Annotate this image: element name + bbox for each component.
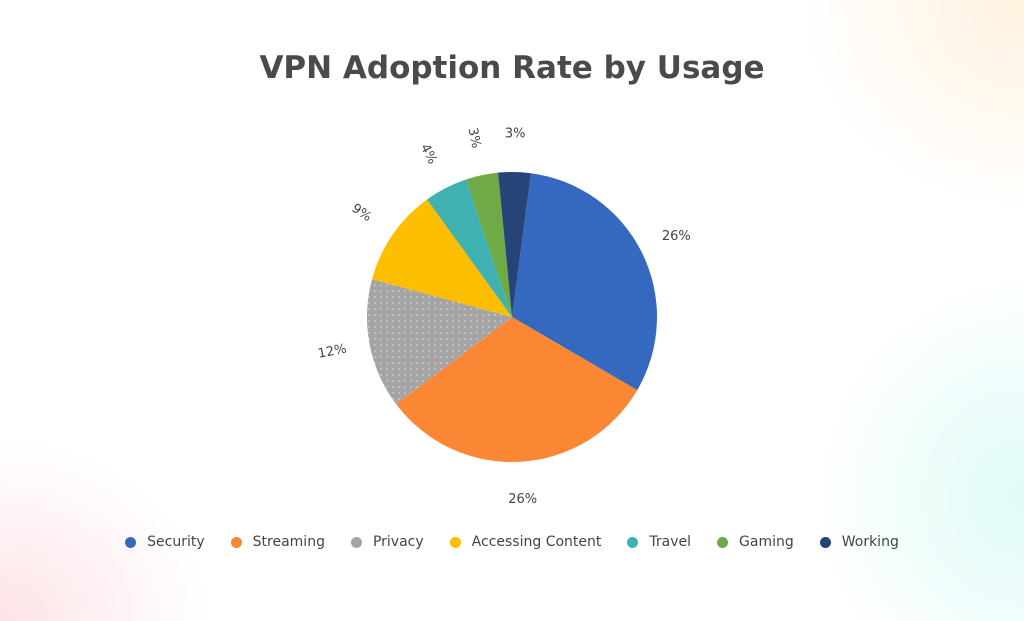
pie-slice-travel	[427, 179, 512, 317]
legend-marker	[717, 536, 729, 548]
legend-label: Travel	[649, 534, 692, 550]
legend-item: Working	[819, 534, 899, 550]
legend-item: Privacy	[350, 534, 424, 550]
data-label: 12%	[317, 342, 348, 362]
legend-item: Security	[125, 534, 205, 550]
legend-label: Working	[841, 534, 899, 550]
legend-item: Accessing Content	[449, 534, 602, 550]
legend-label: Gaming	[739, 534, 794, 550]
pie-slice-privacy	[367, 279, 512, 405]
data-label: 26%	[508, 492, 537, 507]
legend-label: Accessing Content	[471, 534, 602, 550]
pie-slice-streaming	[396, 317, 638, 462]
legend-label: Streaming	[252, 534, 325, 550]
pie-slice-accessing-content	[372, 199, 512, 317]
legend-marker	[819, 536, 831, 548]
pie-slice-security	[512, 173, 657, 391]
legend-marker	[449, 536, 461, 548]
legend-label: Privacy	[372, 534, 424, 550]
legend-marker	[230, 536, 242, 548]
legend: Security Streaming Privacy Accessing Conten…	[0, 534, 1024, 550]
pie-slice-working	[498, 172, 531, 317]
legend-marker	[125, 536, 137, 548]
legend-item: Streaming	[230, 534, 325, 550]
legend-marker	[627, 536, 639, 548]
data-label: 3%	[505, 127, 526, 142]
data-label: 3%	[464, 126, 483, 149]
pie-slice-gaming	[465, 172, 512, 317]
data-label: 26%	[662, 229, 691, 244]
data-label: 9%	[349, 201, 374, 225]
data-label: 4%	[417, 142, 440, 167]
chart-title: VPN Adoption Rate by Usage	[259, 50, 765, 86]
legend-item: Gaming	[717, 534, 794, 550]
legend-item: Travel	[627, 534, 691, 550]
legend-label: Security	[147, 534, 205, 550]
legend-marker	[350, 536, 362, 548]
